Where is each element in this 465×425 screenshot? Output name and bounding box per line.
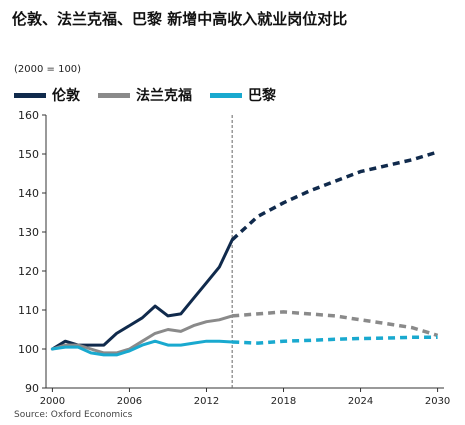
series-line-frankfurt-actual (50, 314, 234, 355)
chart-legend: 伦敦 法兰克福 巴黎 (14, 85, 294, 105)
y-tick-label: 120 (18, 265, 39, 278)
x-tick-label: 2024 (348, 396, 373, 407)
series-line-london-forecast (231, 150, 439, 242)
x-tick-label: 2000 (40, 396, 65, 407)
legend-item-paris: 巴黎 (210, 85, 276, 105)
x-tick-label: 2030 (425, 396, 450, 407)
legend-item-frankfurt: 法兰克福 (98, 85, 192, 105)
legend-swatch-paris (210, 92, 242, 98)
series-line-paris-forecast (232, 335, 438, 345)
legend-label-paris: 巴黎 (248, 88, 276, 104)
x-tick-label: 2018 (271, 396, 296, 407)
legend-swatch-london (14, 92, 46, 98)
series-line-paris-actual (50, 339, 234, 357)
y-tick-label: 110 (18, 304, 39, 317)
legend-item-london: 伦敦 (14, 85, 80, 105)
y-tick-label: 160 (18, 109, 39, 122)
series-line-london-actual (50, 238, 234, 351)
page-title: 伦敦、法兰克福、巴黎 新增中高收入就业岗位对比 (12, 10, 348, 28)
y-tick-label: 100 (18, 343, 39, 356)
legend-label-london: 伦敦 (52, 88, 80, 104)
x-tick-label: 2012 (194, 396, 219, 407)
x-tick-label: 2006 (117, 396, 142, 407)
y-tick-label: 90 (25, 382, 39, 395)
y-tick-label: 150 (18, 148, 39, 161)
y-tick-label: 140 (18, 187, 39, 200)
source-note: Source: Oxford Economics (14, 410, 133, 420)
legend-swatch-frankfurt (98, 92, 130, 98)
y-tick-label: 130 (18, 226, 39, 239)
series-line-frankfurt-forecast (232, 310, 439, 338)
chart-subtitle: (2000 = 100) (14, 64, 82, 75)
legend-label-frankfurt: 法兰克福 (136, 88, 192, 104)
